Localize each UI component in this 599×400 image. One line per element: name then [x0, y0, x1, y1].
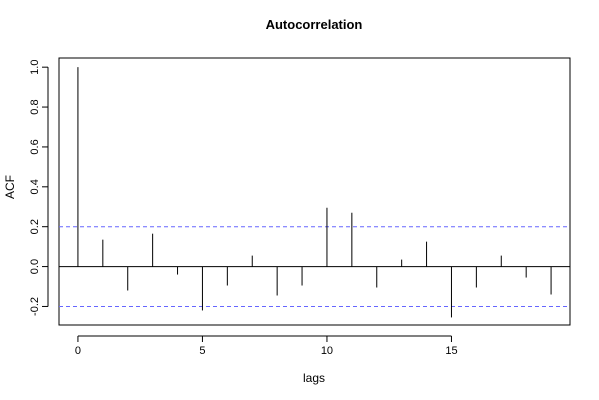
confidence-bounds [59, 226, 570, 307]
y-tick-label: 0.8 [29, 99, 41, 114]
x-tick-label: 15 [445, 345, 457, 357]
x-tick-label: 5 [199, 345, 205, 357]
x-axis-label: lags [303, 371, 325, 385]
x-tick-label: 10 [321, 345, 333, 357]
y-axis: -0.2 0.0 0.2 0.4 0.6 0.8 1.0 [29, 60, 49, 316]
x-axis: 0 5 10 15 [75, 335, 458, 357]
y-tick-label: 0.6 [29, 139, 41, 154]
chart-title: Autocorrelation [266, 17, 363, 32]
acf-bars [77, 67, 552, 318]
y-tick-label: 0.0 [29, 259, 41, 274]
y-axis-label: ACF [3, 175, 17, 199]
y-tick-label: 1.0 [29, 60, 41, 75]
y-tick-label: 0.2 [29, 219, 41, 234]
x-tick-label: 0 [75, 345, 81, 357]
plot-frame [58, 57, 571, 326]
y-tick-label: 0.4 [29, 179, 41, 194]
y-tick-label: -0.2 [29, 297, 41, 316]
